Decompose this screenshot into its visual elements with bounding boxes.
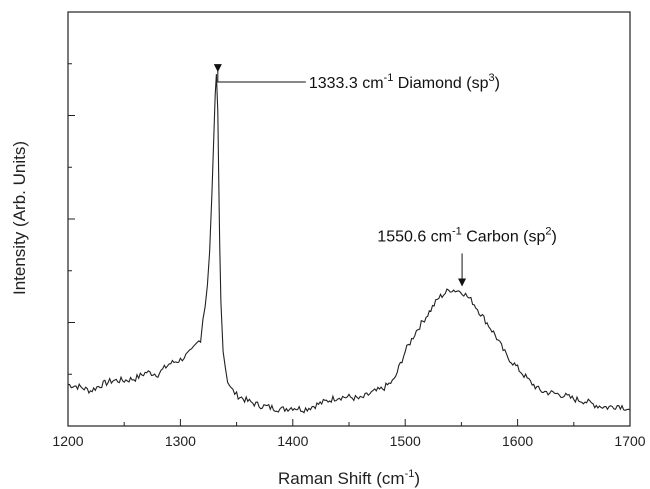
carbon-peak-label: 1550.6 cm-1 Carbon (sp2) [377,225,557,245]
x-tick-label: 1200 [52,433,83,449]
diamond-peak-label: 1333.3 cm-1 Diamond (sp3) [309,72,500,92]
x-tick-label: 1700 [614,433,645,449]
y-axis-title: Intensity (Arb. Units) [10,141,29,295]
x-axis-ticks: 1200 1300 1400 1500 1600 1700 [52,419,646,449]
x-tick-label: 1600 [502,433,533,449]
x-tick-label: 1400 [277,433,308,449]
carbon-arrowhead [458,278,467,287]
x-axis-title: Raman Shift (cm-1) [278,468,420,488]
x-tick-label: 1500 [390,433,421,449]
series-layer [67,74,631,414]
diamond-arrowhead [213,64,222,73]
y-axis-ticks [68,11,75,427]
diamond-leader-line [217,66,306,83]
x-tick-label: 1300 [165,433,196,449]
annotation-layer: 1333.3 cm-1 Diamond (sp3) 1550.6 cm-1 Car… [213,64,557,287]
spectrum-line-0 [67,74,631,414]
